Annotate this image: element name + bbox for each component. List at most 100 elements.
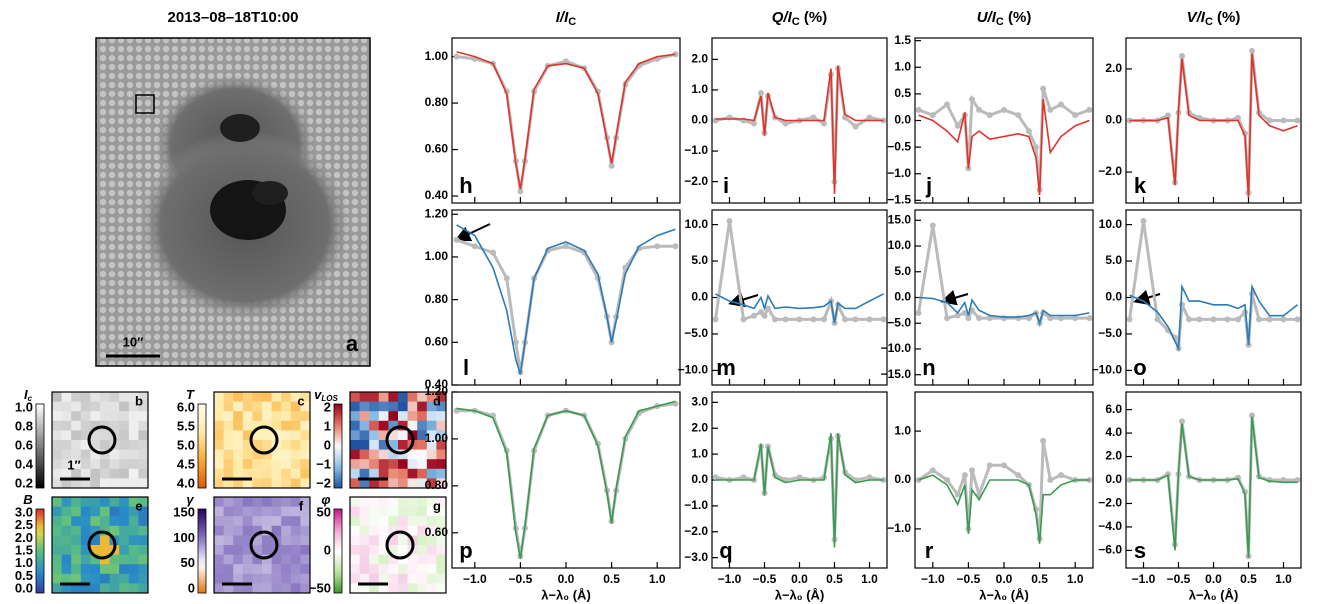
map-pixel [119,525,130,536]
map-pixel [378,583,389,594]
map-pixel [52,478,63,489]
map-pixel [281,392,292,403]
map-pixel [61,497,72,508]
map-frame [51,496,149,594]
map-pixel [119,573,130,584]
panel-letter: d [433,393,441,408]
y-tick-label: −15.0 [881,367,912,381]
map-pixel [223,497,234,508]
scale-label: 1″ [67,457,80,472]
map-pixel [233,506,244,517]
map-pixel [262,516,273,527]
map-pixel [223,545,234,556]
map-pixel [398,497,409,508]
x-tick-label: 0.0 [791,572,808,586]
map-pixel [369,525,380,536]
data-point [712,474,719,481]
series-line [715,65,884,194]
map-pixel [80,497,91,508]
cbar-tick-label: 3.0 [15,504,33,519]
map-pixel [252,506,263,517]
map-pixel [252,545,263,556]
marker-circle [385,425,415,455]
map-pixel [214,564,225,575]
map-pixel [242,525,253,536]
map-pixel [350,478,361,489]
x-axis-label: λ−λ₀ (Å) [1189,587,1239,602]
cbar-title-text: B [23,492,32,507]
map-pixel [262,449,273,460]
map-pixel [61,583,72,594]
cbar-title: T [186,387,195,402]
map-pixel [378,430,389,441]
map-pixel [242,430,253,441]
y-tick-label: 0.0 [1105,472,1122,486]
map-pixel [233,497,244,508]
map-pixel [359,554,370,565]
data-point [712,316,719,323]
data-point [954,122,961,129]
map-pixel [100,430,111,441]
map-pixel [214,525,225,536]
map-pixel [71,573,82,584]
map-pixel [271,478,282,489]
map-pixel [350,525,361,536]
map-pixel [300,554,311,565]
map-pixel [214,535,225,546]
data-point [976,315,983,322]
map-pixel [271,459,282,470]
map-pixel [100,478,111,489]
y-tick-label: 3.0 [691,395,708,409]
data-point [1224,316,1231,323]
series-line [456,51,676,190]
map-pixel [214,545,225,556]
map-pixel [252,525,263,536]
map-pixel [369,583,380,594]
map-pixel [138,468,149,479]
data-point [672,51,679,58]
cbar-tick-label: 6.0 [177,399,195,414]
data-point [758,90,764,96]
map-pixel [80,401,91,412]
map-pixel [128,497,139,508]
map-pixel [109,411,120,422]
map-pixel [369,401,380,412]
map-pixel [378,420,389,431]
data-point [1001,106,1007,113]
data-point [944,101,951,108]
map-pixel [300,468,311,479]
map-pixel [128,401,139,412]
map-pixel [100,506,111,517]
map-pixel [223,506,234,517]
map-pixel [271,468,282,479]
map-pixel [407,478,418,489]
map-pixel [300,449,311,460]
map-pixel [138,564,149,575]
map-pixel [398,535,409,546]
cbar-tick-label: 150 [173,504,195,519]
map-pixel [90,554,101,565]
data-point [1140,217,1147,224]
map-pixel [369,392,380,403]
y-tick-label: −4.0 [1098,519,1122,533]
data-point [986,462,993,469]
map-pixel [281,430,292,441]
map-pixel [281,564,292,575]
map-pixel [252,564,263,575]
map-pixel [436,497,447,508]
map-pixel [436,449,447,460]
y-tick-label: 1.00 [425,249,449,263]
y-tick-label: −1.0 [684,498,708,512]
y-tick-label: 15.0 [888,212,912,226]
data-point [1256,316,1262,323]
map-pixel [436,411,447,422]
map-pixel [109,468,120,479]
title-sub: C [792,16,800,28]
map-pixel [90,478,101,489]
map-pixel [252,478,263,489]
panel-letter: m [716,355,736,380]
map-pixel [417,401,428,412]
map-pixel [271,525,282,536]
panel-letter: c [297,393,304,408]
map-pixel [271,392,282,403]
